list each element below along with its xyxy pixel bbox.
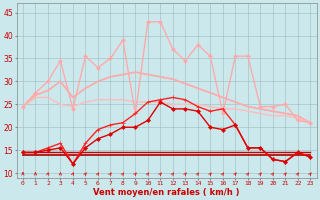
- X-axis label: Vent moyen/en rafales ( km/h ): Vent moyen/en rafales ( km/h ): [93, 188, 240, 197]
